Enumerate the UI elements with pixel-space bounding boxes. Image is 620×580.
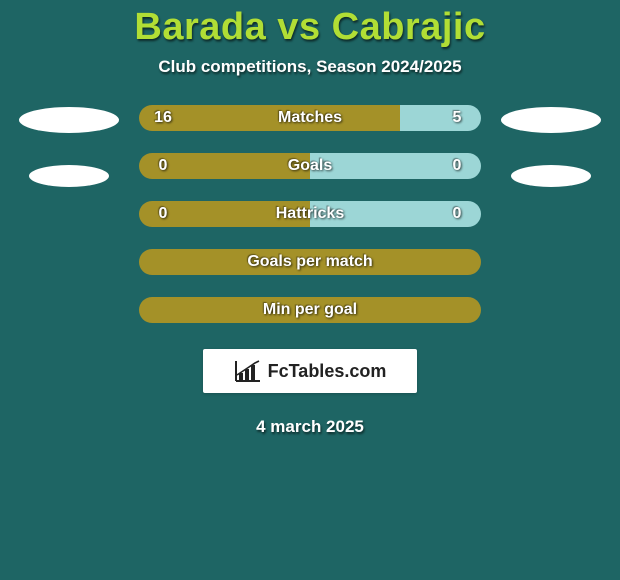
player-left-avatar-shadow [19,107,119,133]
stat-row-goals: Goals 0 0 [139,153,481,179]
stat-right-value: 5 [447,109,467,127]
stat-left-value: 0 [153,157,173,175]
player-right-photo-col [501,105,601,187]
stat-left-value: 0 [153,205,173,223]
stat-left-value: 16 [153,109,173,127]
page-title: Barada vs Cabrajic [134,6,485,49]
page-subtitle: Club competitions, Season 2024/2025 [158,57,461,77]
team-right-badge-shadow [511,165,591,187]
bar-chart-icon [234,359,262,383]
stat-row-min-per-goal: Min per goal [139,297,481,323]
comparison-content: Matches 16 5 Goals 0 0 Hattricks 0 0 [0,105,620,437]
stat-row-goals-per-match: Goals per match [139,249,481,275]
stat-row-matches: Matches 16 5 [139,105,481,131]
stat-right-value: 0 [447,205,467,223]
stat-right-value: 0 [447,157,467,175]
player-right-avatar-shadow [501,107,601,133]
stat-row-hattricks: Hattricks 0 0 [139,201,481,227]
team-left-badge-shadow [29,165,109,187]
date-text: 4 march 2025 [256,417,364,437]
logo-text: FcTables.com [268,361,387,382]
stats-column: Matches 16 5 Goals 0 0 Hattricks 0 0 [139,105,481,437]
player-left-photo-col [19,105,119,187]
fctables-logo[interactable]: FcTables.com [203,349,417,393]
